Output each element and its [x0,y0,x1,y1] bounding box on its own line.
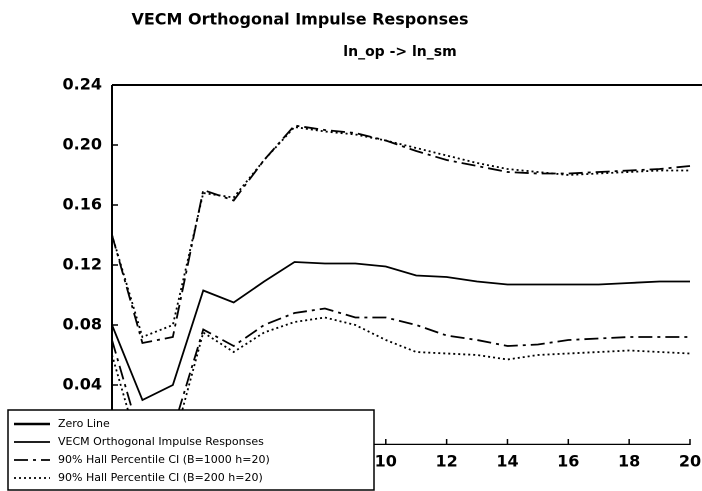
x-tick-label: 12 [435,452,457,471]
legend-label: 90% Hall Percentile CI (B=1000 h=20) [58,453,270,466]
legend-label: 90% Hall Percentile CI (B=200 h=20) [58,471,263,484]
legend [7,409,375,491]
chart-subtitle: ln_op -> ln_sm [343,44,456,60]
series-line [112,261,690,402]
chart-title: VECM Orthogonal Impulse Responses [131,10,468,29]
y-tick-label: 0.20 [63,135,102,154]
x-tick-label: 18 [618,452,640,471]
legend-label: VECM Orthogonal Impulse Responses [58,435,264,448]
y-tick-label: 0.24 [63,75,102,94]
plot-area [112,124,691,445]
legend-entries: Zero Line VECM Orthogonal Impulse Respons… [14,417,270,484]
series-line [112,307,690,445]
y-tick-label: 0.08 [63,315,102,334]
x-tick-label: 20 [679,452,701,471]
y-tick-label: 0.12 [63,255,102,274]
y-tick-label: 0.16 [63,195,102,214]
x-tick-label: 14 [496,452,518,471]
x-tick-label: 16 [557,452,579,471]
series-line [112,124,691,345]
series-line [112,126,690,339]
series-line [112,316,691,445]
legend-label: Zero Line [58,417,110,430]
x-tick-label: 10 [375,452,397,471]
y-tick-label: 0.04 [63,375,102,394]
